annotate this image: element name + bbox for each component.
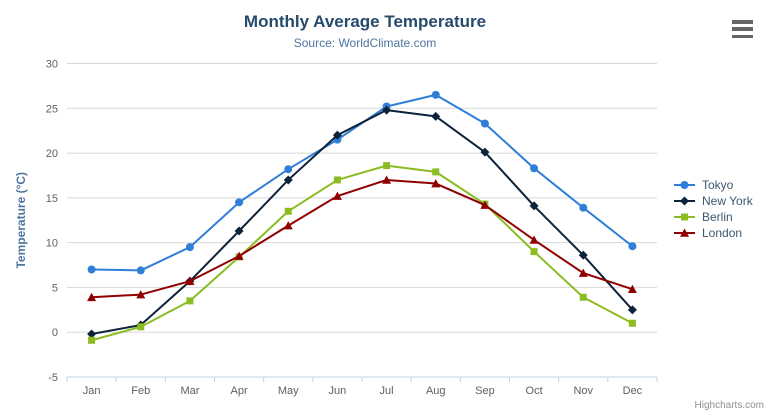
data-point-triangle xyxy=(680,228,689,237)
legend-item-tokyo[interactable]: Tokyo xyxy=(673,177,753,193)
export-menu-button[interactable] xyxy=(732,20,754,38)
chart-title: Monthly Average Temperature xyxy=(243,12,487,31)
data-point-circle[interactable] xyxy=(235,198,244,207)
hamburger-icon xyxy=(732,20,753,24)
data-point-square[interactable] xyxy=(432,168,440,176)
x-tick-label: Aug xyxy=(426,385,446,397)
data-point-triangle[interactable] xyxy=(578,268,588,277)
x-tick-label: Dec xyxy=(623,385,643,397)
data-point-circle[interactable] xyxy=(87,265,96,274)
data-point-circle[interactable] xyxy=(136,266,145,275)
series-line-london xyxy=(90,178,634,299)
x-tick-label: Jul xyxy=(380,385,394,397)
data-point-triangle[interactable] xyxy=(627,284,637,294)
x-tick-label: Apr xyxy=(231,385,248,397)
data-point-circle[interactable] xyxy=(431,90,440,99)
y-tick-label: -5 xyxy=(48,372,58,384)
chart-subtitle: Source: WorldClimate.com xyxy=(293,36,437,50)
data-point-diamond[interactable] xyxy=(627,305,637,315)
data-point-triangle[interactable] xyxy=(136,290,146,299)
legend-label: Berlin xyxy=(702,210,733,224)
data-point-circle[interactable] xyxy=(628,242,637,251)
legend-item-london[interactable]: London xyxy=(673,225,753,241)
legend-item-berlin[interactable]: Berlin xyxy=(673,209,753,225)
data-point-circle[interactable] xyxy=(480,119,489,128)
y-tick-label: 20 xyxy=(46,148,58,160)
data-point-square[interactable] xyxy=(137,323,145,331)
data-point-square[interactable] xyxy=(88,336,96,344)
data-point-diamond[interactable] xyxy=(480,147,490,157)
data-point-diamond[interactable] xyxy=(283,175,293,185)
data-point-circle[interactable] xyxy=(530,164,539,173)
y-tick-label: 30 xyxy=(46,59,58,71)
x-tick-label: Nov xyxy=(573,385,593,397)
data-point-square[interactable] xyxy=(284,207,292,215)
data-point-diamond[interactable] xyxy=(382,105,392,115)
legend-label: New York xyxy=(702,194,753,208)
x-tick-label: Oct xyxy=(526,385,543,397)
x-tick-label: Mar xyxy=(180,385,199,397)
y-tick-label: 10 xyxy=(46,238,58,250)
data-point-diamond xyxy=(680,196,689,206)
legend-marker-square-icon xyxy=(674,213,695,221)
series-line-berlin xyxy=(90,164,634,342)
data-point-circle[interactable] xyxy=(579,203,588,212)
legend-item-new-york[interactable]: New York xyxy=(673,193,753,209)
data-point-diamond[interactable] xyxy=(234,226,244,236)
data-point-triangle[interactable] xyxy=(480,200,490,209)
data-point-square[interactable] xyxy=(530,248,538,256)
hamburger-icon xyxy=(732,27,753,31)
data-point-triangle[interactable] xyxy=(529,235,539,244)
data-point-diamond[interactable] xyxy=(578,250,588,260)
y-tick-label: 5 xyxy=(52,282,58,294)
hamburger-icon xyxy=(732,34,753,38)
data-point-square[interactable] xyxy=(186,297,194,305)
series-line-tokyo xyxy=(90,93,634,272)
data-point-square[interactable] xyxy=(579,293,587,301)
x-tick-label: May xyxy=(278,385,299,397)
credits-link[interactable]: Highcharts.com xyxy=(694,400,764,411)
data-point-circle[interactable] xyxy=(185,243,194,252)
data-point-square[interactable] xyxy=(333,176,341,184)
data-point-triangle[interactable] xyxy=(332,191,342,200)
y-tick-label: 0 xyxy=(52,327,58,339)
legend: Tokyo New York Berlin London xyxy=(673,177,753,241)
x-tick-label: Jun xyxy=(329,385,347,397)
x-tick-label: Jan xyxy=(83,385,101,397)
y-tick-label: 25 xyxy=(46,103,58,115)
data-point-diamond[interactable] xyxy=(431,111,441,121)
data-point-square[interactable] xyxy=(383,162,391,170)
data-point-circle[interactable] xyxy=(284,165,293,174)
data-point-triangle[interactable] xyxy=(87,292,97,302)
data-point-triangle[interactable] xyxy=(382,175,392,184)
legend-marker-circle-icon xyxy=(674,181,695,189)
y-axis-title: Temperature (°C) xyxy=(14,172,28,269)
x-tick-label: Sep xyxy=(475,385,495,397)
data-point-diamond[interactable] xyxy=(87,329,97,339)
data-point-square xyxy=(681,213,688,221)
legend-marker-triangle-icon xyxy=(674,228,695,237)
legend-label: Tokyo xyxy=(702,178,734,192)
legend-label: London xyxy=(702,226,743,240)
x-tick-label: Feb xyxy=(131,385,150,397)
data-point-triangle[interactable] xyxy=(185,276,195,285)
data-point-triangle[interactable] xyxy=(283,221,293,230)
data-point-circle xyxy=(680,181,689,189)
series-line-new-york xyxy=(90,109,634,336)
data-point-diamond[interactable] xyxy=(529,201,539,211)
data-point-triangle[interactable] xyxy=(431,179,441,188)
data-point-diamond[interactable] xyxy=(332,130,342,140)
data-point-square[interactable] xyxy=(628,319,636,327)
data-point-triangle[interactable] xyxy=(234,251,244,260)
legend-marker-diamond-icon xyxy=(674,196,695,206)
y-tick-label: 15 xyxy=(46,193,58,205)
